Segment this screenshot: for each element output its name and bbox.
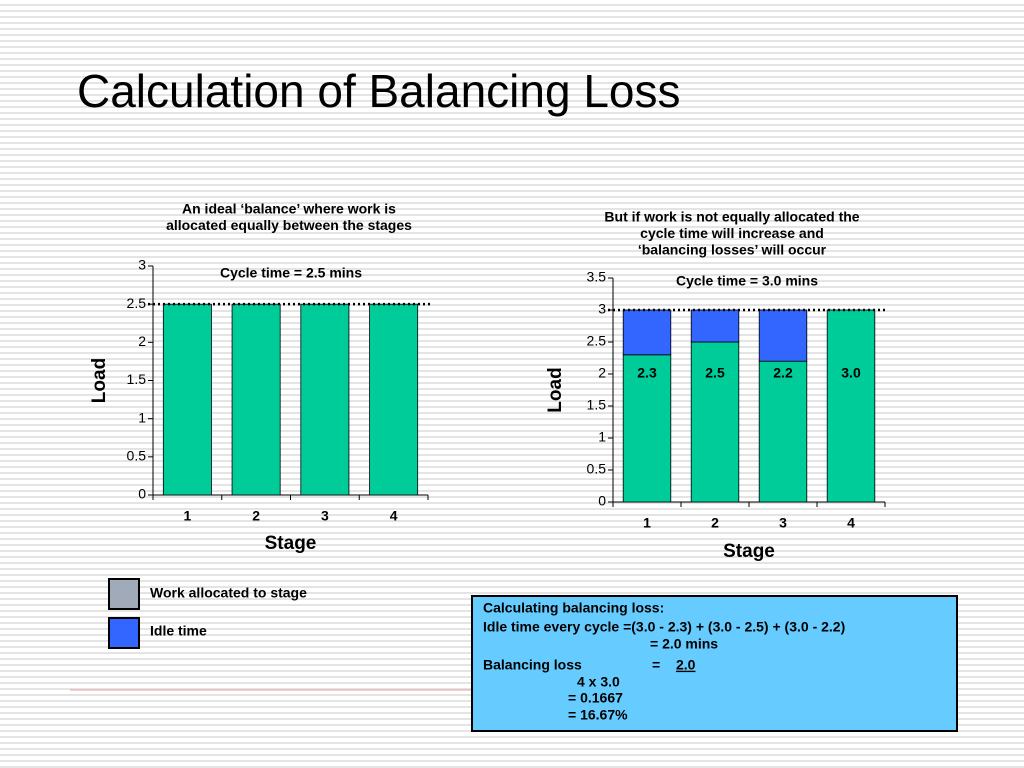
x-tick-label: 2 (252, 508, 260, 524)
legend-label: Work allocated to stage (150, 585, 307, 601)
annotation: Cycle time = 2.5 mins (220, 265, 362, 281)
y-axis-label: Load (545, 367, 566, 412)
y-tick-label: 2.5 (587, 333, 607, 349)
value-label: 2.2 (773, 365, 793, 381)
bar-segment (622, 354, 672, 503)
annotation: Cycle time = 3.0 mins (676, 273, 818, 289)
y-tick-label: 2 (598, 365, 606, 381)
bar-segment (690, 309, 740, 343)
bar-segment (690, 341, 740, 503)
y-tick-label: 2 (138, 333, 146, 349)
legend-swatch (108, 578, 140, 610)
y-tick-label: 3 (598, 301, 606, 317)
slide-title: Calculation of Balancing Loss (77, 65, 680, 117)
y-tick-label: 1 (138, 409, 146, 425)
x-tick-label: 4 (390, 508, 398, 524)
chart-title: An ideal ‘balance’ where work is (182, 201, 396, 217)
calc-text: = (652, 657, 660, 673)
y-tick-label: 1 (598, 429, 606, 445)
legend-label: Idle time (150, 623, 207, 639)
value-label: 2.5 (705, 365, 725, 381)
chart-title: ‘balancing losses’ will occur (638, 242, 827, 258)
calc-text: Balancing loss (483, 657, 582, 673)
calc-text: 4 x 3.0 (577, 674, 620, 690)
calc-text: Idle time every cycle =(3.0 - 2.3) + (3.… (483, 619, 845, 635)
bar (162, 303, 212, 496)
x-tick-label: 1 (643, 515, 651, 531)
bar (231, 303, 281, 496)
y-tick-label: 2.5 (127, 295, 147, 311)
chart-title: allocated equally between the stages (166, 217, 412, 233)
y-tick-label: 3 (138, 257, 146, 273)
value-label: 3.0 (841, 365, 861, 381)
x-axis-label: Stage (265, 533, 317, 554)
y-tick-label: 3.5 (587, 269, 607, 285)
x-tick-label: 3 (321, 508, 329, 524)
x-tick-label: 4 (847, 515, 855, 531)
y-tick-label: 0 (138, 486, 146, 502)
chart-title: cycle time will increase and (640, 225, 824, 241)
calc-text: 2.0 (676, 657, 696, 673)
y-tick-label: 0 (598, 493, 606, 509)
bar-segment (758, 360, 808, 503)
chart-title: But if work is not equally allocated the (604, 209, 859, 225)
calc-text: = 16.67% (568, 707, 628, 723)
bar (369, 303, 419, 496)
value-label: 2.3 (637, 365, 657, 381)
bar-segment (826, 309, 876, 503)
y-tick-label: 1.5 (127, 371, 147, 387)
y-tick-label: 0.5 (587, 461, 607, 477)
x-axis-label: Stage (723, 541, 775, 562)
y-axis-label: Load (89, 358, 110, 403)
bar-segment (758, 309, 808, 362)
bar-segment (622, 309, 672, 356)
x-tick-label: 3 (779, 515, 787, 531)
calc-box (471, 595, 958, 732)
y-tick-label: 1.5 (587, 397, 607, 413)
bar (300, 303, 350, 496)
x-tick-label: 1 (183, 508, 191, 524)
calc-text: Calculating balancing loss: (483, 600, 664, 616)
y-tick-label: 0.5 (127, 448, 147, 464)
calc-text: = 2.0 mins (650, 636, 718, 652)
calc-text: = 0.1667 (568, 690, 623, 706)
x-tick-label: 2 (711, 515, 719, 531)
legend-swatch (108, 617, 140, 649)
